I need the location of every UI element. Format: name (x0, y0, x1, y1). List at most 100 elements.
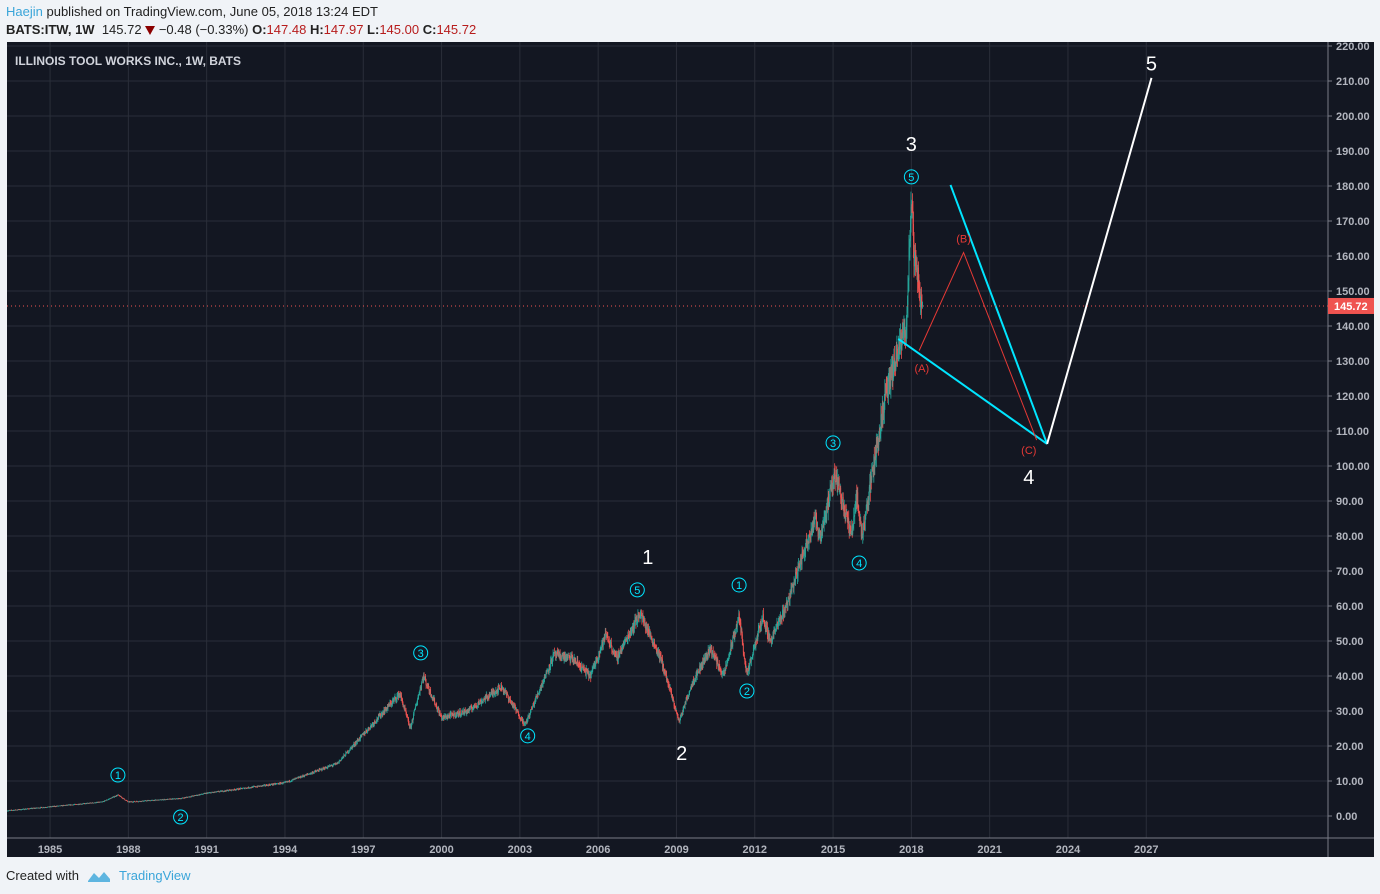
candle-body (615, 653, 617, 654)
candle-body (752, 655, 754, 658)
x-tick-label: 2012 (743, 844, 767, 856)
candle-body (357, 739, 359, 741)
candle-body (813, 517, 815, 524)
candle-body (17, 809, 18, 811)
candle-body (816, 515, 818, 529)
candle-body (406, 713, 407, 715)
candle-body (633, 623, 635, 629)
candle-body (516, 709, 517, 711)
candle-body (693, 681, 695, 684)
candle-body (187, 797, 189, 798)
candle-body (564, 657, 566, 660)
candle-body (900, 337, 901, 349)
candle-body (890, 369, 892, 386)
candle-body (364, 732, 366, 734)
author-link[interactable]: Haejin (6, 4, 43, 19)
candle-body (841, 499, 843, 503)
chart-canvas[interactable]: 0.0010.0020.0030.0040.0050.0060.0070.008… (7, 42, 1374, 857)
candle-body (885, 387, 887, 393)
candle-body (868, 486, 870, 500)
candle-body (804, 551, 806, 554)
candle-body (727, 658, 729, 660)
candle-body (250, 787, 251, 788)
candle-body (341, 758, 343, 760)
candle-body (254, 786, 255, 788)
candle-body (143, 801, 144, 802)
wave-line-red (918, 251, 1038, 441)
candle-body (509, 699, 510, 700)
candle-body (126, 800, 128, 802)
x-tick-label: 1991 (194, 844, 218, 856)
tradingview-link[interactable]: TradingView (118, 868, 191, 883)
candle-body (525, 722, 527, 723)
candle-body (791, 586, 793, 592)
candle-body (697, 671, 699, 673)
candle-body (316, 770, 318, 771)
candle-body (60, 805, 62, 807)
candle-body (100, 801, 102, 803)
x-tick-label: 1994 (273, 844, 298, 856)
candle-body (872, 469, 874, 471)
candle-body (289, 781, 291, 783)
candle-body (719, 667, 721, 669)
candle-body (8, 810, 9, 812)
candle-body (722, 673, 724, 675)
candle-body (819, 533, 821, 535)
candle-body (375, 722, 377, 723)
candle-body (599, 651, 601, 653)
candle-body (404, 707, 406, 710)
candle-body (361, 734, 363, 736)
candle-body (167, 799, 169, 800)
candle-body (26, 808, 28, 810)
candle-body (19, 809, 20, 810)
candle-body (147, 800, 149, 802)
candle-body (227, 790, 229, 791)
candle-body (305, 774, 307, 776)
candle-body (104, 800, 106, 802)
candle-body (510, 699, 511, 701)
candle-body (294, 778, 296, 780)
candle-body (706, 654, 708, 657)
candle-body (683, 705, 684, 709)
candle-body (627, 634, 629, 641)
candle-body (590, 672, 592, 678)
candle-body (754, 644, 756, 646)
candle-body (153, 800, 154, 802)
candle-body (151, 800, 153, 801)
candle-body (652, 642, 654, 645)
candle-body (808, 541, 809, 544)
candle-body (325, 767, 327, 768)
candle-body (117, 795, 118, 796)
candle-body (118, 795, 120, 796)
candle-body (912, 201, 913, 213)
candle-body (526, 721, 527, 723)
candle-body (362, 732, 364, 735)
candle-body (552, 660, 553, 662)
candle-body (874, 463, 876, 469)
candle-body (419, 688, 421, 694)
candle-body (565, 654, 567, 660)
candle-body (699, 665, 701, 673)
candle-body (438, 708, 440, 711)
candle-body (609, 643, 611, 647)
candle-body (11, 810, 12, 811)
candle-body (861, 530, 863, 536)
candle-body (107, 799, 109, 800)
candle-body (501, 688, 503, 690)
candle-body (875, 455, 877, 458)
candle-body (563, 654, 565, 660)
candle-body (321, 768, 323, 771)
candle-body (597, 658, 599, 660)
candle-body (604, 633, 606, 638)
price-chart[interactable]: 0.00 10.00 20.00 30.00 40.00 50.00 60.00 70.00 8… (7, 42, 1374, 857)
candle-body (322, 767, 324, 769)
candle-body (776, 622, 778, 626)
candle-body (70, 804, 72, 806)
wave-circle-marker (851, 555, 867, 571)
candle-body (585, 671, 587, 675)
candle-body (196, 794, 198, 796)
candle-body (513, 703, 515, 708)
candle-body (42, 807, 44, 809)
candle-body (918, 267, 919, 289)
candle-body (728, 654, 730, 657)
